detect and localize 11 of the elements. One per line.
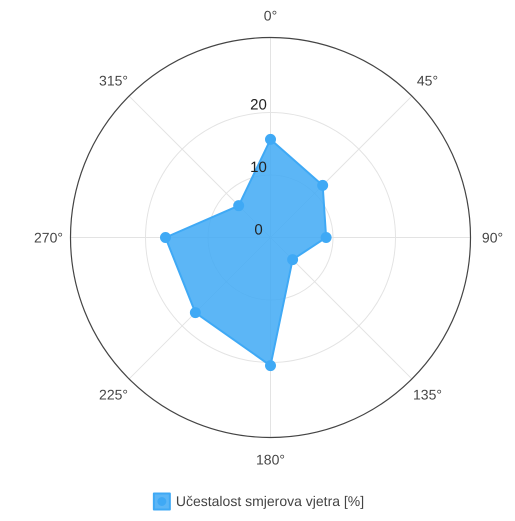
spoke-label: 0°: [264, 8, 278, 24]
spoke-label: 90°: [482, 230, 504, 246]
spoke-label: 315°: [99, 72, 128, 89]
spoke-label: 270°: [34, 230, 63, 246]
spoke-label: 45°: [416, 72, 438, 89]
spoke-label: 135°: [413, 386, 442, 402]
y-tick-label: 20: [250, 96, 267, 114]
y-tick-label: 0: [254, 222, 263, 238]
spoke-label: 180°: [256, 452, 285, 468]
spoke-label: 225°: [99, 386, 128, 402]
legend-label: Učestalost smjerova vjetra [%]: [176, 493, 364, 509]
